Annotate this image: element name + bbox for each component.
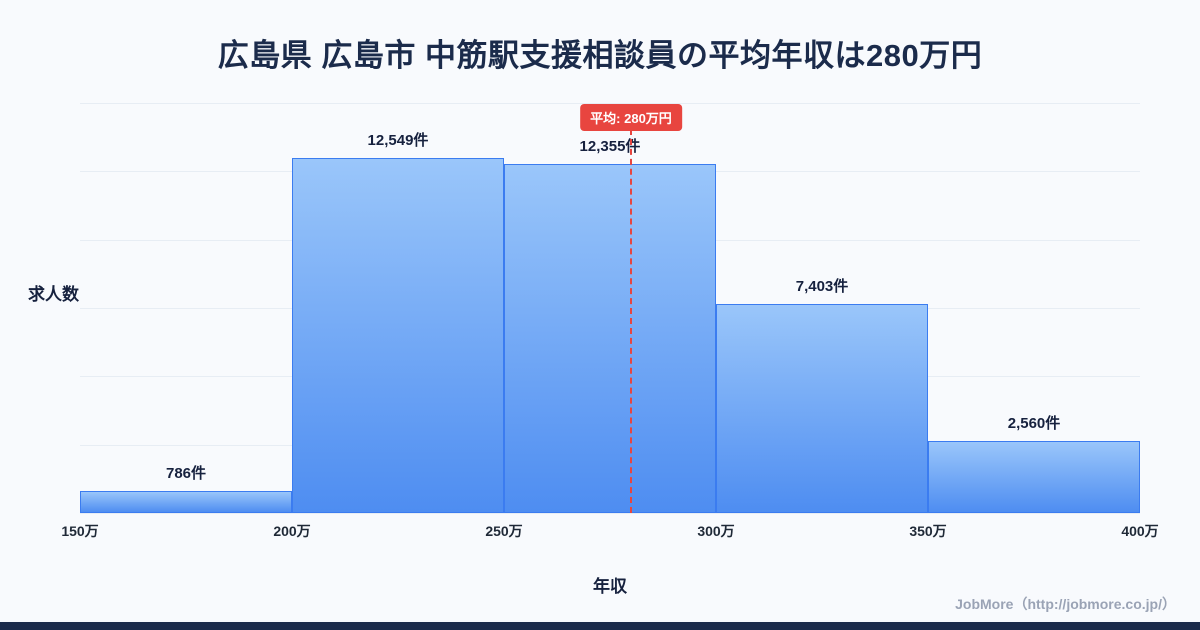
bar-value-label: 786件 [165, 465, 207, 482]
bar-value-label: 12,549件 [367, 132, 429, 149]
bar-value-label: 7,403件 [795, 278, 849, 295]
histogram-bar [928, 441, 1140, 513]
x-tick-label: 150万 [61, 523, 99, 539]
x-tick-label: 350万 [909, 523, 947, 539]
x-axis-ticks: 150万 200万 250万 300万 350万 400万 [0, 521, 1200, 543]
x-axis-label: 年収 [593, 577, 627, 596]
footer-credit: JobMore（http://jobmore.co.jp/） [955, 596, 1176, 612]
x-tick-label: 250万 [485, 523, 523, 539]
histogram-bar [716, 304, 928, 513]
gridline [80, 103, 1140, 104]
y-axis-label: 求人数 [28, 285, 79, 304]
average-badge: 平均: 280万円 [580, 104, 682, 131]
x-tick-label: 300万 [697, 523, 735, 539]
bar-value-label: 12,355件 [579, 138, 641, 155]
average-line [630, 129, 632, 513]
histogram-bar [292, 158, 504, 513]
gridline [80, 513, 1140, 514]
plot-area: 平均: 280万円 786件 12,549件 12,355件 7,403件 2,560件 [80, 103, 1140, 514]
x-tick-label: 200万 [273, 523, 311, 539]
histogram-bar [504, 164, 716, 513]
bottom-strip [0, 622, 1200, 630]
bar-value-label: 2,560件 [1007, 415, 1061, 432]
page-title: 広島県 広島市 中筋駅支援相談員の平均年収は280万円 [217, 38, 983, 73]
histogram-bar [80, 491, 292, 513]
x-tick-label: 400万 [1121, 523, 1159, 539]
